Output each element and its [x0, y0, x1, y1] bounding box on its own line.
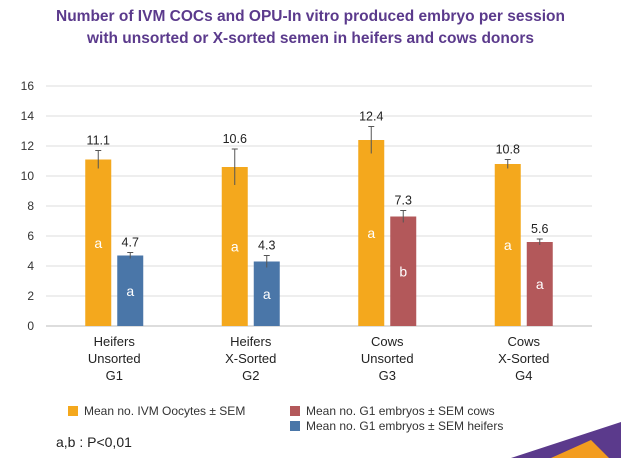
- data-label: 10.6: [223, 132, 247, 146]
- bar: [358, 140, 385, 326]
- x-tick-label: Heifers: [94, 334, 136, 349]
- x-tick-label: Unsorted: [361, 351, 414, 366]
- bar: [117, 255, 144, 326]
- data-label: 4.7: [122, 236, 139, 250]
- legend-swatch-oocytes: [68, 406, 78, 416]
- legend-item-heifers: Mean no. G1 embryos ± SEM heifers: [290, 419, 503, 433]
- data-label: 7.3: [395, 194, 412, 208]
- x-tick-label: G2: [242, 368, 259, 383]
- bar: [390, 216, 417, 326]
- x-tick-label: Unsorted: [88, 351, 141, 366]
- bar-chart: 0 2 4 6 8 10 12 14 16 11.1 a 4.7 a Heifers Unsorted G1 1…: [21, 79, 592, 383]
- chart-title: Number of IVM COCs and OPU-In vitro prod…: [0, 6, 621, 50]
- x-tick-label: G1: [106, 368, 123, 383]
- legend-label-oocytes: Mean no. IVM Oocytes ± SEM: [84, 404, 246, 418]
- legend-swatch-heifers: [290, 421, 300, 431]
- legend-swatch-cows: [290, 406, 300, 416]
- y-tick-label: 0: [27, 319, 34, 333]
- x-tick-label: Heifers: [230, 334, 272, 349]
- legend-item-oocytes: Mean no. IVM Oocytes ± SEM: [68, 404, 245, 418]
- bar: [85, 159, 112, 326]
- legend-item-cows: Mean no. G1 embryos ± SEM cows: [290, 404, 495, 418]
- data-label: 11.1: [87, 134, 110, 148]
- x-tick-label: X-Sorted: [225, 351, 276, 366]
- significance-note: a,b : P<0,01: [56, 434, 132, 450]
- data-label: 10.8: [496, 143, 520, 157]
- data-label: 12.4: [359, 110, 383, 124]
- significance-letter: b: [399, 263, 407, 279]
- significance-letter: a: [367, 225, 375, 241]
- x-tick-label: G3: [379, 368, 396, 383]
- significance-letter: a: [536, 276, 544, 292]
- legend-label-cows: Mean no. G1 embryos ± SEM cows: [306, 404, 495, 418]
- corner-decoration: [511, 422, 621, 458]
- y-tick-label: 10: [21, 169, 35, 183]
- y-tick-label: 8: [27, 199, 34, 213]
- chart-title-line-1: Number of IVM COCs and OPU-In vitro prod…: [56, 8, 565, 25]
- significance-letter: a: [94, 235, 102, 251]
- y-tick-label: 12: [21, 139, 35, 153]
- bar: [494, 164, 521, 326]
- x-tick-label: Cows: [371, 334, 404, 349]
- y-tick-label: 4: [27, 259, 34, 273]
- significance-letter: a: [504, 237, 512, 253]
- bar: [526, 242, 553, 326]
- significance-letter: a: [126, 283, 134, 299]
- data-label: 5.6: [531, 222, 548, 236]
- y-tick-label: 14: [21, 109, 35, 123]
- y-tick-label: 16: [21, 79, 35, 93]
- chart-title-line-2: with unsorted or X-sorted semen in heife…: [87, 30, 534, 47]
- x-tick-label: X-Sorted: [498, 351, 549, 366]
- bar: [253, 261, 280, 326]
- bar: [221, 167, 248, 326]
- legend-label-heifers: Mean no. G1 embryos ± SEM heifers: [306, 419, 504, 433]
- data-label: 4.3: [258, 239, 275, 253]
- x-tick-label: Cows: [507, 334, 540, 349]
- significance-letter: a: [263, 286, 271, 302]
- y-tick-label: 6: [27, 229, 34, 243]
- y-tick-label: 2: [27, 289, 34, 303]
- x-tick-label: G4: [515, 368, 532, 383]
- significance-letter: a: [231, 239, 239, 255]
